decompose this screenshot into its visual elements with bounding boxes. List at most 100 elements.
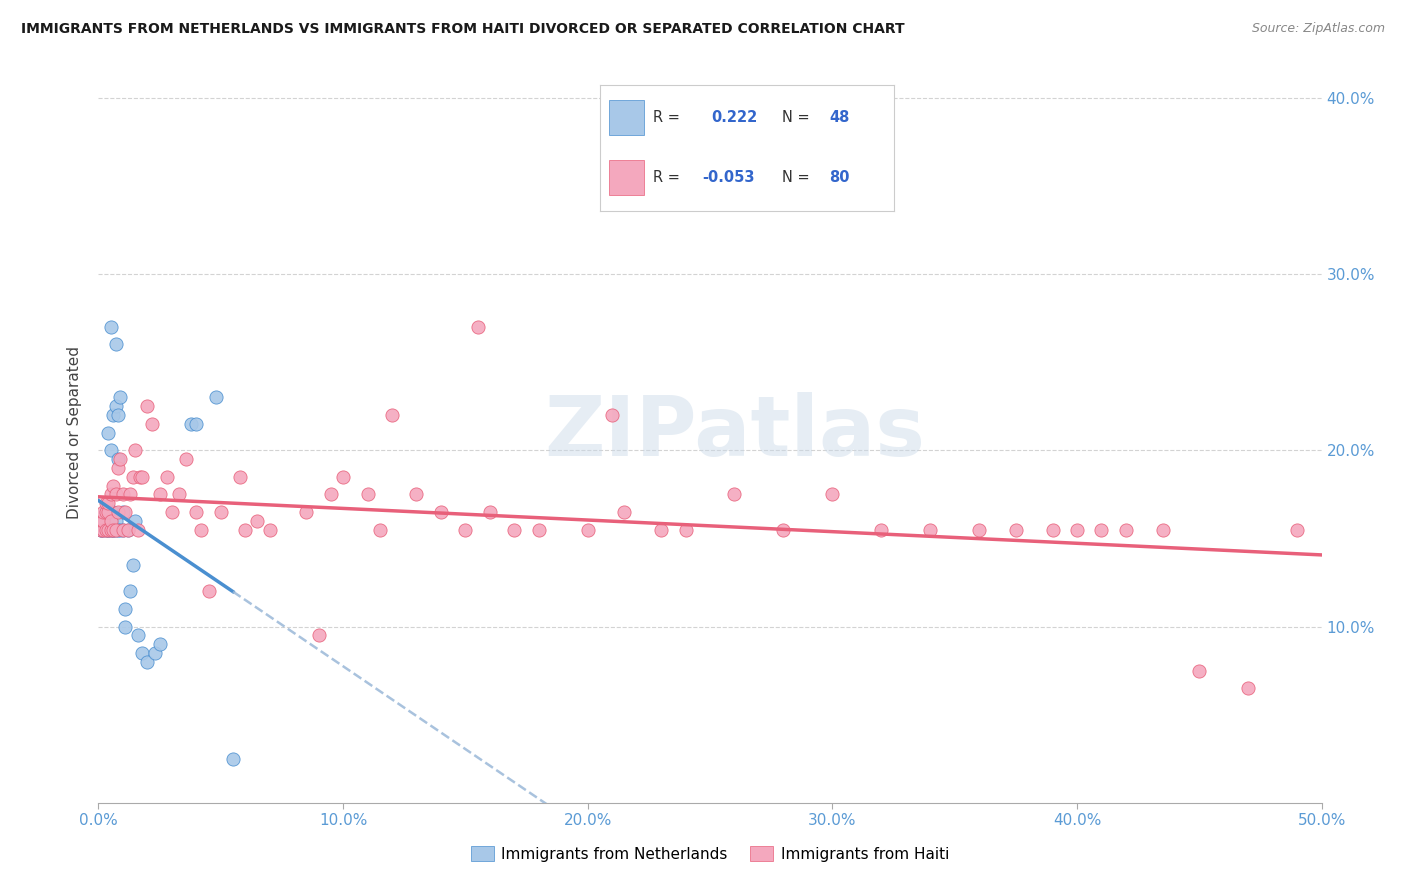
Y-axis label: Divorced or Separated: Divorced or Separated [67, 346, 83, 519]
Point [167, 487, 190, 501]
Point [101, 523, 124, 537]
Point [90, 514, 112, 528]
Point [368, 523, 391, 537]
Point [97, 514, 120, 528]
Point [94, 514, 117, 528]
Point [229, 469, 252, 483]
Point [131, 646, 153, 660]
Point [94, 505, 117, 519]
Point [120, 487, 142, 501]
Point [111, 523, 134, 537]
Point [101, 408, 124, 422]
Point [1237, 681, 1260, 696]
Point [149, 487, 172, 501]
Point [136, 655, 159, 669]
Point [121, 469, 143, 483]
Point [90, 523, 112, 537]
Point [209, 505, 232, 519]
Point [222, 752, 245, 766]
Point [111, 523, 134, 537]
Point [527, 523, 550, 537]
Point [110, 390, 132, 404]
Point [94, 505, 117, 519]
Point [186, 417, 208, 431]
Point [111, 505, 134, 519]
Point [97, 425, 120, 440]
Point [101, 523, 124, 537]
Point [1286, 523, 1309, 537]
Point [160, 505, 183, 519]
Point [110, 452, 132, 467]
Point [381, 408, 404, 422]
Point [91, 514, 114, 528]
Point [100, 514, 122, 528]
Point [104, 399, 127, 413]
Point [127, 628, 149, 642]
Point [90, 523, 112, 537]
Point [156, 469, 179, 483]
Point [1115, 523, 1137, 537]
Point [107, 408, 129, 422]
Point [246, 514, 269, 528]
Point [100, 443, 122, 458]
Text: Source: ZipAtlas.com: Source: ZipAtlas.com [1251, 22, 1385, 36]
Point [141, 417, 163, 431]
Point [121, 558, 143, 572]
Point [650, 523, 672, 537]
Point [100, 487, 122, 501]
Point [117, 523, 139, 537]
Point [131, 469, 153, 483]
Point [101, 478, 124, 492]
Point [920, 523, 942, 537]
Point [104, 514, 127, 528]
Point [430, 505, 453, 519]
Point [186, 505, 208, 519]
Point [100, 505, 122, 519]
Point [97, 523, 120, 537]
Point [332, 469, 354, 483]
Point [91, 514, 114, 528]
Point [1152, 523, 1174, 537]
Point [94, 523, 117, 537]
Point [190, 523, 212, 537]
Point [180, 417, 202, 431]
Point [100, 514, 122, 528]
Point [259, 523, 281, 537]
Point [117, 523, 139, 537]
Point [114, 619, 136, 633]
Point [454, 523, 477, 537]
Point [94, 496, 117, 510]
Point [107, 505, 129, 519]
Point [91, 505, 114, 519]
Point [136, 399, 159, 413]
Point [576, 523, 599, 537]
Legend: Immigrants from Netherlands, Immigrants from Haiti: Immigrants from Netherlands, Immigrants … [463, 838, 957, 869]
Point [600, 408, 623, 422]
Point [110, 523, 132, 537]
Point [503, 523, 526, 537]
Point [100, 523, 122, 537]
Point [124, 443, 146, 458]
Point [91, 523, 114, 537]
Point [613, 505, 636, 519]
Point [1188, 664, 1211, 678]
Point [233, 523, 256, 537]
Text: IMMIGRANTS FROM NETHERLANDS VS IMMIGRANTS FROM HAITI DIVORCED OR SEPARATED CORRE: IMMIGRANTS FROM NETHERLANDS VS IMMIGRANT… [21, 22, 904, 37]
Point [1042, 523, 1064, 537]
Point [478, 505, 501, 519]
Point [129, 469, 152, 483]
Point [100, 319, 122, 334]
Point [772, 523, 794, 537]
Point [111, 487, 134, 501]
Point [1090, 523, 1112, 537]
Point [149, 637, 172, 651]
Point [104, 487, 127, 501]
Point [97, 496, 120, 510]
Point [143, 646, 166, 660]
Point [94, 523, 117, 537]
Point [107, 523, 129, 537]
Point [107, 461, 129, 475]
Point [308, 628, 330, 642]
Point [295, 505, 318, 519]
Point [90, 523, 112, 537]
